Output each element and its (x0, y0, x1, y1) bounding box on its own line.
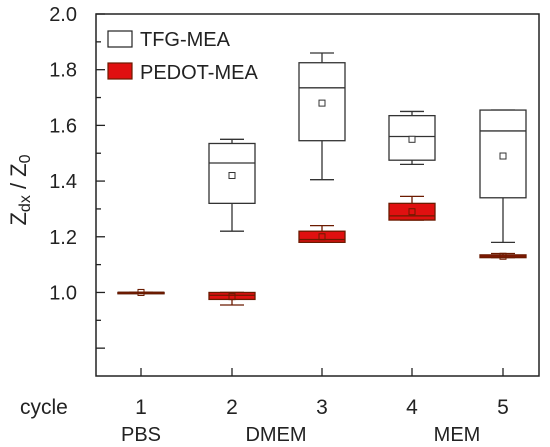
y-tick-label: 1.6 (49, 115, 77, 137)
box-tfg-mea-cycle-5 (479, 109, 527, 243)
x-category-label: 4 (406, 396, 418, 419)
box-pedot-mea-cycle-3 (298, 224, 346, 243)
box-tfg-mea-cycle-4 (388, 110, 436, 166)
box-iqr (388, 202, 436, 221)
mean-marker (318, 233, 326, 241)
x-category-label: 1 (135, 396, 147, 419)
media-label: PBS (121, 424, 161, 446)
category-labels: 1 2 3 4 5 (135, 396, 509, 419)
mean-marker (137, 288, 145, 296)
y-tick-label: 1.4 (49, 171, 77, 193)
media-label: DMEM (245, 424, 306, 446)
y-axis-label: Zdx / Z0 (6, 154, 34, 225)
box-pedot-mea-cycle-1 (117, 288, 165, 296)
plot-frame (95, 13, 540, 377)
legend-label-tfg-mea: TFG-MEA (140, 29, 231, 51)
legend: TFG-MEA PEDOT-MEA (107, 29, 258, 84)
legend-label-pedot-mea: PEDOT-MEA (140, 62, 258, 84)
x-row-label-cycle: cycle (20, 396, 68, 419)
mean-marker (408, 135, 416, 143)
box-iqr (298, 230, 346, 243)
box-tfg-mea-cycle-3 (298, 52, 346, 181)
legend-swatch-tfg-mea (107, 30, 133, 48)
mean-marker (499, 152, 507, 160)
y-tick-label: 1.8 (49, 60, 77, 82)
media-label: MEM (434, 424, 481, 446)
box-series-layer (117, 52, 527, 306)
mean-marker (228, 172, 236, 180)
x-category-label: 3 (316, 396, 328, 419)
box-pedot-mea-cycle-5 (479, 252, 527, 260)
legend-swatch-pedot-mea (107, 62, 133, 80)
y-tick-label: 1.0 (49, 282, 77, 304)
x-category-label: 5 (497, 396, 509, 419)
media-labels: PBS DMEM MEM (121, 424, 480, 446)
y-tick-label: 1.2 (49, 227, 77, 249)
x-axis-ticks (140, 368, 504, 376)
mean-marker (499, 252, 507, 260)
box-pedot-mea-cycle-2 (208, 291, 256, 306)
box-pedot-mea-cycle-4 (388, 195, 436, 221)
box-tfg-mea-cycle-2 (208, 138, 256, 232)
mean-marker (408, 208, 416, 216)
y-tick-label: 2.0 (49, 4, 77, 26)
x-category-label: 2 (226, 396, 238, 419)
mean-marker (318, 99, 326, 107)
mean-marker (228, 293, 236, 301)
